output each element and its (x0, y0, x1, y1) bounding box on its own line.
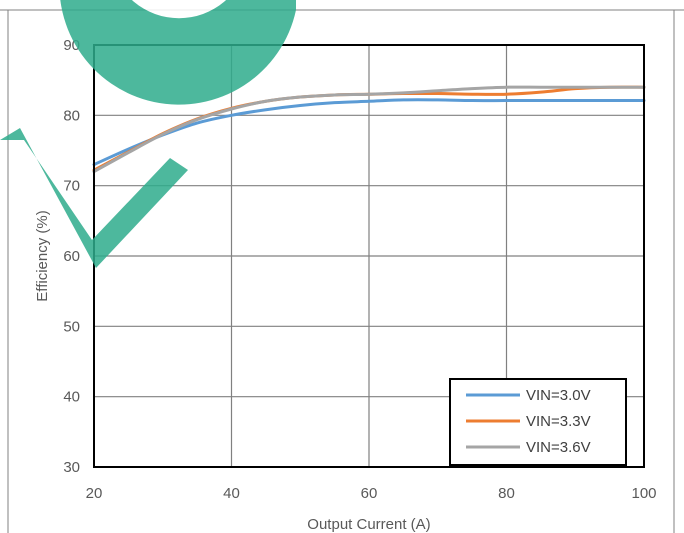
watermark-logo (0, 0, 296, 268)
series-line-1 (92, 98, 646, 167)
x-tick-labels: 20 40 60 80 100 (86, 485, 657, 502)
y-tick-label: 50 (63, 318, 80, 335)
legend: VIN=3.0V VIN=3.3V VIN=3.6V (449, 378, 627, 466)
y-tick-label: 30 (63, 459, 80, 476)
y-tick-label: 70 (63, 178, 80, 195)
x-tick-label: 60 (361, 485, 378, 502)
x-tick-label: 40 (223, 485, 240, 502)
legend-label: VIN=3.0V (526, 387, 591, 404)
legend-label: VIN=3.6V (526, 439, 591, 456)
x-tick-label: 20 (86, 485, 103, 502)
y-axis-title: Efficiency (%) (34, 210, 51, 301)
x-axis-title: Output Current (A) (307, 516, 430, 533)
series-group (92, 85, 646, 174)
y-tick-label: 60 (63, 248, 80, 265)
y-tick-label: 80 (63, 107, 80, 124)
x-tick-label: 80 (498, 485, 515, 502)
x-tick-label: 100 (631, 485, 656, 502)
watermark-arc-cutout (131, 0, 227, 19)
legend-label: VIN=3.3V (526, 413, 591, 430)
y-tick-label: 40 (63, 389, 80, 406)
series-line-3 (92, 85, 646, 174)
watermark-check (0, 128, 188, 268)
watermark-arc (60, 0, 296, 105)
